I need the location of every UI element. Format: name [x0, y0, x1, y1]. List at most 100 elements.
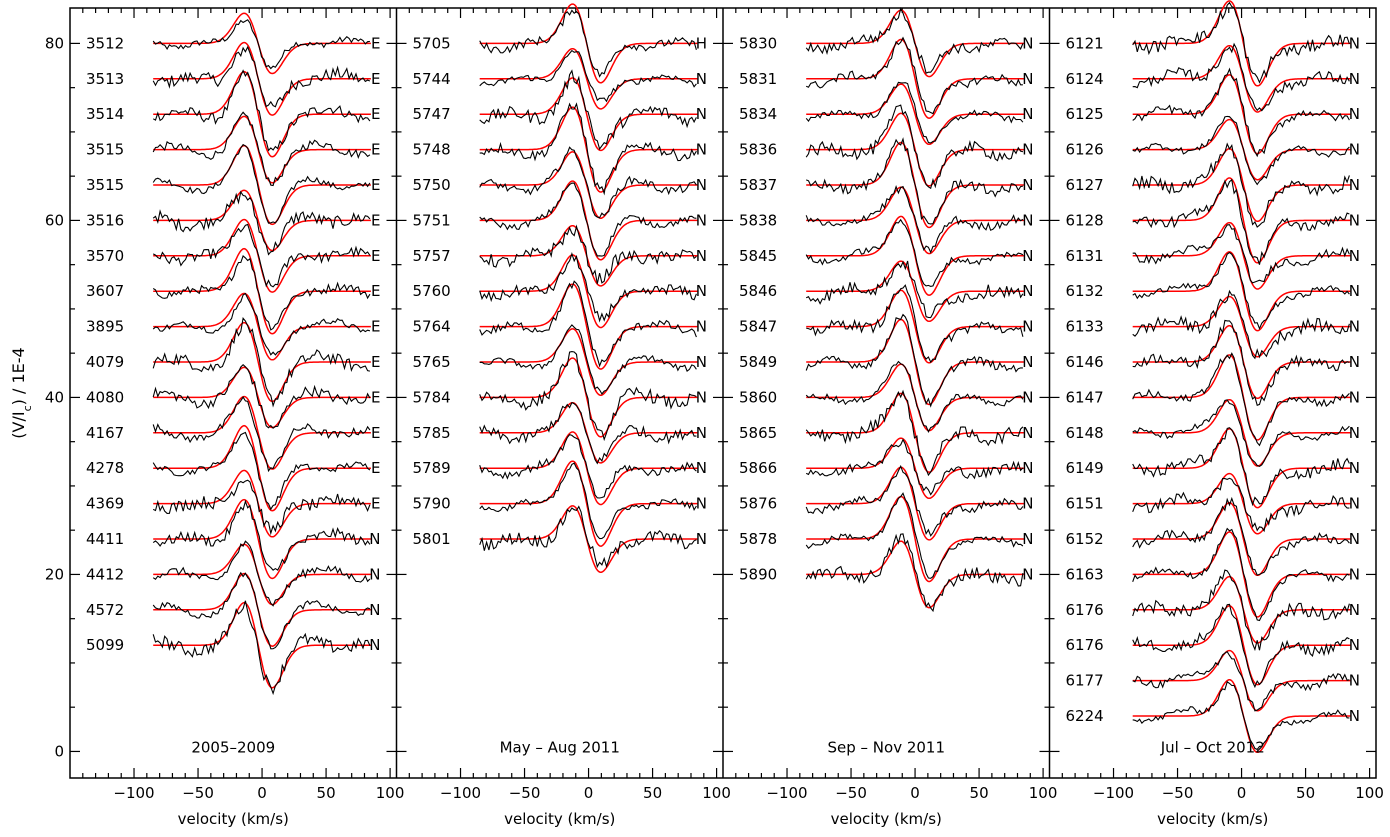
observed-profile — [805, 185, 1024, 254]
profile-flag: N — [1349, 353, 1360, 371]
profile-flag: N — [1022, 176, 1033, 194]
profile-label: 6163 — [1066, 565, 1104, 583]
profile-flag: E — [371, 105, 380, 123]
model-profile — [153, 321, 371, 403]
profile-flag: N — [1349, 282, 1360, 300]
profile-label: 5747 — [413, 105, 451, 123]
profile-label: 6126 — [1066, 141, 1104, 159]
model-profile — [1132, 472, 1351, 535]
profile-flag: E — [371, 495, 380, 513]
profile-flag: N — [1349, 318, 1360, 336]
profile-flag: N — [1022, 424, 1033, 442]
model-profile — [153, 292, 371, 361]
profile-label: 5801 — [413, 530, 451, 548]
profile-flag: N — [1349, 176, 1360, 194]
profile-label: 6131 — [1066, 247, 1104, 265]
profile-flag: N — [1022, 282, 1033, 300]
profile-flag: N — [1022, 105, 1033, 123]
profile-label: 5705 — [413, 34, 451, 52]
profile-label: 4167 — [86, 424, 124, 442]
profile-flag: N — [1022, 388, 1033, 406]
observed-profile — [1132, 569, 1350, 652]
x-tick-label: −50 — [509, 784, 541, 802]
profile-flag: N — [696, 282, 707, 300]
x-tick-label: 0 — [910, 784, 920, 802]
profile-flag: N — [1349, 70, 1360, 88]
profile-flag: N — [1349, 530, 1360, 548]
observed-profile — [1132, 178, 1350, 265]
profile-flag: N — [369, 601, 380, 619]
profile-flag: E — [371, 318, 380, 336]
panel-title: Sep – Nov 2011 — [827, 738, 945, 756]
x-axis-label: velocity (km/s) — [831, 810, 942, 828]
profile-label: 5099 — [86, 636, 124, 654]
profile-label: 3512 — [86, 34, 124, 52]
profile-label: 3515 — [86, 141, 124, 159]
profile-label: 6133 — [1066, 318, 1104, 336]
observed-profile — [1132, 319, 1350, 407]
x-tick-label: 100 — [702, 784, 731, 802]
observed-profile — [479, 401, 697, 465]
observed-profile — [1132, 142, 1350, 228]
observed-profile — [479, 102, 697, 196]
profile-label: 6148 — [1066, 424, 1104, 442]
profile-flag: N — [1022, 70, 1033, 88]
profile-label: 5866 — [739, 459, 777, 477]
profile-label: 4411 — [86, 530, 124, 548]
profile-flag: E — [371, 459, 380, 477]
profile-label: 5836 — [739, 141, 777, 159]
x-axis-label: velocity (km/s) — [1157, 810, 1268, 828]
observed-profile — [1132, 650, 1350, 712]
profile-flag: E — [371, 247, 380, 265]
observed-profile — [1132, 399, 1350, 468]
model-profile — [1132, 295, 1351, 358]
model-profile — [153, 70, 371, 158]
y-tick-label: 40 — [45, 388, 64, 406]
profile-flag: N — [696, 105, 707, 123]
profile-flag: N — [1022, 530, 1033, 548]
x-tick-label: −50 — [835, 784, 867, 802]
profile-label: 3514 — [86, 105, 124, 123]
observed-profile — [805, 36, 1023, 115]
profile-label: 5849 — [739, 353, 777, 371]
profile-flag: N — [1022, 141, 1033, 159]
profile-flag: E — [371, 353, 380, 371]
model-profile — [479, 283, 698, 370]
profile-label: 5831 — [739, 70, 777, 88]
model-profile — [153, 247, 371, 335]
observed-profile — [152, 479, 371, 536]
observed-profile — [805, 137, 1024, 225]
y-tick-label: 20 — [45, 565, 64, 583]
profile-label: 6125 — [1066, 105, 1104, 123]
observed-profile — [479, 280, 697, 368]
profile-label: 6177 — [1066, 672, 1104, 690]
profile-flag: N — [1349, 459, 1360, 477]
model-profile — [806, 466, 1024, 541]
profile-flag: N — [1022, 211, 1033, 229]
profile-flag: N — [696, 353, 707, 371]
profiles-layer — [152, 0, 1351, 754]
model-profile — [479, 254, 698, 329]
observed-profile — [479, 224, 697, 284]
profile-label: 4278 — [86, 459, 124, 477]
profile-flag: E — [371, 141, 380, 159]
profile-flag: N — [696, 70, 707, 88]
observed-profile — [1132, 224, 1350, 284]
profile-label: 4369 — [86, 495, 124, 513]
observed-profile — [805, 104, 1024, 190]
y-axis-label: (V/Ic) / 1E-4 — [9, 347, 34, 438]
profile-flag: E — [371, 70, 380, 88]
observed-profile — [152, 431, 371, 511]
observed-profile — [1132, 251, 1350, 331]
profile-flag: N — [1022, 459, 1033, 477]
profile-label: 5846 — [739, 282, 777, 300]
profile-flag: N — [696, 176, 707, 194]
profile-flag: N — [1022, 495, 1033, 513]
profile-flag: N — [696, 424, 707, 442]
profile-flag: N — [369, 530, 380, 548]
model-profile — [1132, 605, 1351, 686]
model-profile — [153, 572, 371, 647]
x-tick-label: −100 — [766, 784, 807, 802]
model-profile — [806, 392, 1024, 473]
x-tick-label: 100 — [1029, 784, 1058, 802]
